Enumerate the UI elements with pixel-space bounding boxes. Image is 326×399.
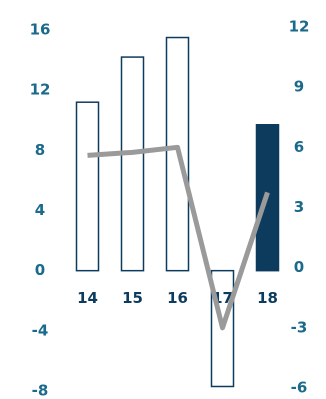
y2-tick-label: -6 xyxy=(291,379,308,397)
x-tick-label: 18 xyxy=(257,289,278,307)
y2-tick-label: 6 xyxy=(294,138,304,156)
y-tick-label: 16 xyxy=(30,21,51,39)
y2-tick-label: 3 xyxy=(294,198,304,216)
y-tick-label: -8 xyxy=(32,382,49,399)
y2-tick-label: 12 xyxy=(289,18,310,36)
y-tick-label: -4 xyxy=(32,321,49,339)
y-tick-label: 0 xyxy=(35,261,45,279)
y-tick-label: 8 xyxy=(35,141,45,159)
bar xyxy=(120,56,145,272)
y2-tick-label: -3 xyxy=(291,318,308,336)
y2-tick-label: 0 xyxy=(294,258,304,276)
x-tick-label: 14 xyxy=(77,289,98,307)
bar xyxy=(210,269,235,388)
y2-tick-label: 9 xyxy=(294,78,304,96)
line xyxy=(87,144,270,331)
x-tick-label: 16 xyxy=(167,289,188,307)
x-tick-label: 15 xyxy=(122,289,143,307)
bar xyxy=(165,36,190,272)
y-tick-label: 12 xyxy=(30,81,51,99)
y-tick-label: 4 xyxy=(35,201,45,219)
bar xyxy=(75,101,100,272)
